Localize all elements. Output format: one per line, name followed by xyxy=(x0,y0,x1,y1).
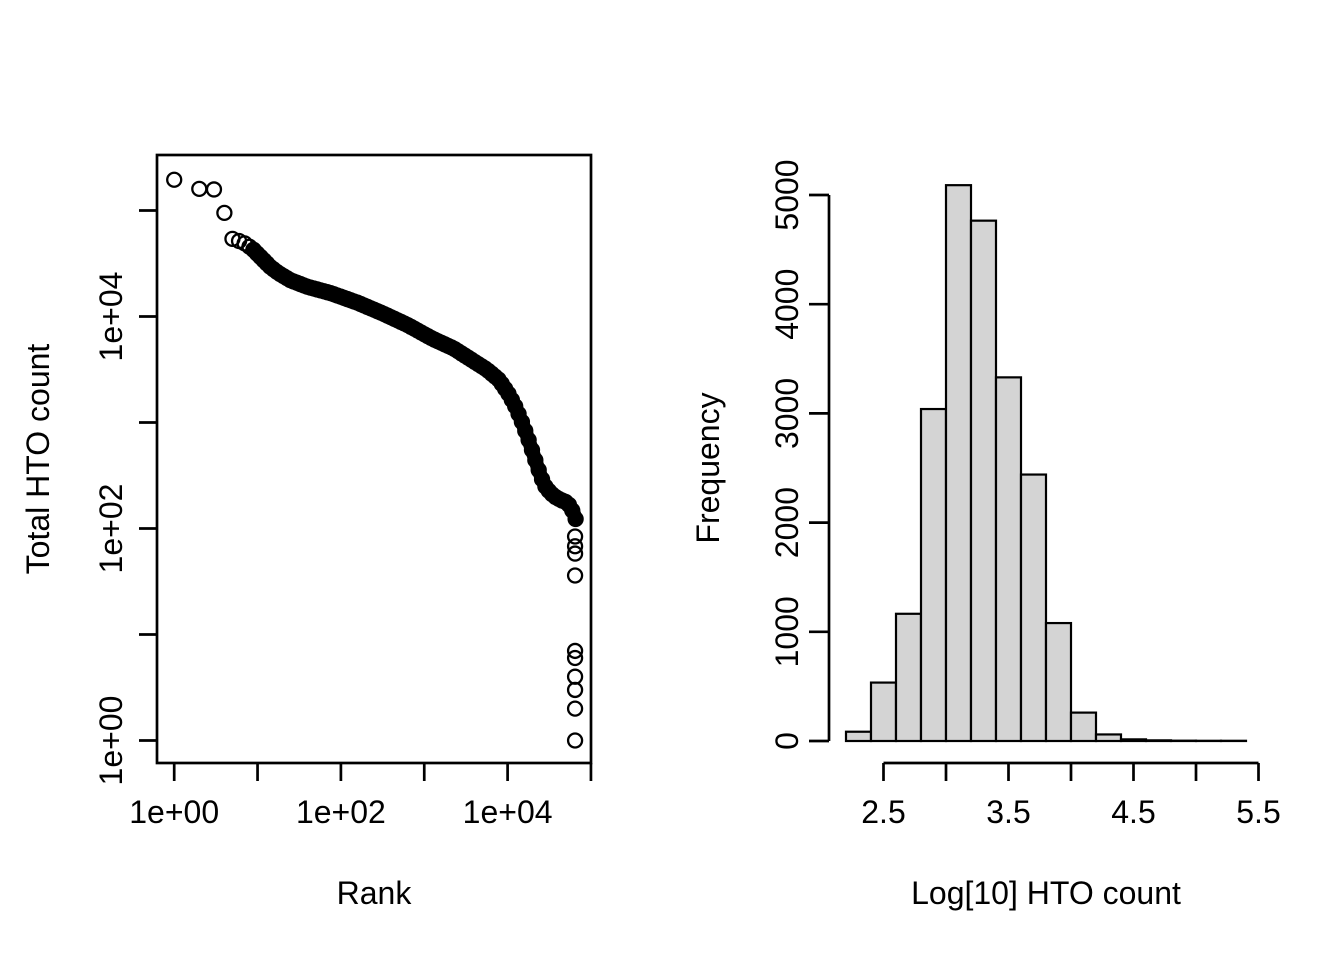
histogram-y-axis: 0 1000 2000 3000 4000 5000 xyxy=(769,159,831,750)
data-point xyxy=(216,204,233,222)
x-tick-label: 2.5 xyxy=(861,794,905,830)
data-point xyxy=(566,700,584,717)
histogram-bar xyxy=(969,219,998,743)
plot-box xyxy=(155,153,593,765)
data-point xyxy=(166,171,183,188)
x-tick-label: 4.5 xyxy=(1111,794,1155,830)
histogram-bar xyxy=(869,681,898,743)
y-tick-label: 3000 xyxy=(769,378,805,449)
data-point xyxy=(517,422,534,439)
data-point xyxy=(530,461,547,479)
rank-y-axis: 1e+00 1e+02 1e+04 xyxy=(93,209,157,786)
y-tick-label: 5000 xyxy=(769,159,805,230)
histogram-panel: 2.5 3.5 4.5 5.5 0 1000 2000 3000 4000 5000 Log[1… xyxy=(690,159,1281,911)
data-point xyxy=(564,502,581,519)
data-point xyxy=(191,180,208,198)
data-point xyxy=(523,441,541,459)
histogram-bar xyxy=(994,376,1023,743)
data-point xyxy=(510,405,527,423)
data-point xyxy=(566,732,584,749)
y-tick-label: 1e+00 xyxy=(93,696,129,786)
data-point xyxy=(520,431,537,449)
y-tick-label: 0 xyxy=(769,732,805,750)
histogram-bar xyxy=(1119,738,1148,743)
x-tick-label: 3.5 xyxy=(986,794,1030,830)
histogram-bar xyxy=(844,730,873,743)
rank-data-points xyxy=(166,171,584,749)
histogram-bars xyxy=(844,184,1248,743)
rank-plot-panel: 1e+00 1e+02 1e+04 1e+00 1e+02 1e+04 Rank Tot… xyxy=(20,153,593,911)
data-point xyxy=(255,252,273,269)
rank-x-axis: 1e+00 1e+02 1e+04 xyxy=(129,763,593,830)
histogram-bar xyxy=(1019,473,1048,743)
y-tick-label: 1000 xyxy=(769,596,805,667)
data-point xyxy=(566,649,584,667)
data-point xyxy=(566,681,584,699)
data-point xyxy=(566,642,584,660)
x-tick-label: 5.5 xyxy=(1236,794,1280,830)
histogram-bar xyxy=(1094,733,1123,743)
data-point xyxy=(567,510,584,528)
data-point xyxy=(205,181,223,198)
histogram-bar xyxy=(919,407,948,743)
data-point xyxy=(258,255,276,272)
histogram-y-axis-title: Frequency xyxy=(690,392,726,543)
x-tick-label: 1e+04 xyxy=(463,794,553,830)
y-tick-label: 2000 xyxy=(769,487,805,558)
histogram-bar xyxy=(894,612,923,743)
x-tick-label: 1e+00 xyxy=(129,794,219,830)
data-point xyxy=(527,451,544,469)
rank-y-axis-title: Total HTO count xyxy=(20,344,56,575)
histogram-bar xyxy=(944,184,973,743)
histogram-bar xyxy=(1069,711,1098,743)
data-point xyxy=(566,538,584,555)
y-tick-label: 1e+04 xyxy=(93,272,129,362)
histogram-bar xyxy=(1144,739,1173,743)
rank-x-axis-title: Rank xyxy=(337,875,413,911)
histogram-bar xyxy=(1044,621,1073,743)
histogram-x-axis: 2.5 3.5 4.5 5.5 xyxy=(861,761,1281,830)
y-tick-label: 4000 xyxy=(769,269,805,340)
data-point xyxy=(507,398,524,415)
data-point xyxy=(513,413,531,431)
data-point xyxy=(566,545,584,562)
data-point xyxy=(566,668,584,685)
data-point xyxy=(566,528,584,545)
x-tick-label: 1e+02 xyxy=(296,794,386,830)
y-tick-label: 1e+02 xyxy=(93,484,129,574)
histogram-x-axis-title: Log[10] HTO count xyxy=(911,875,1181,911)
data-point xyxy=(566,567,584,584)
